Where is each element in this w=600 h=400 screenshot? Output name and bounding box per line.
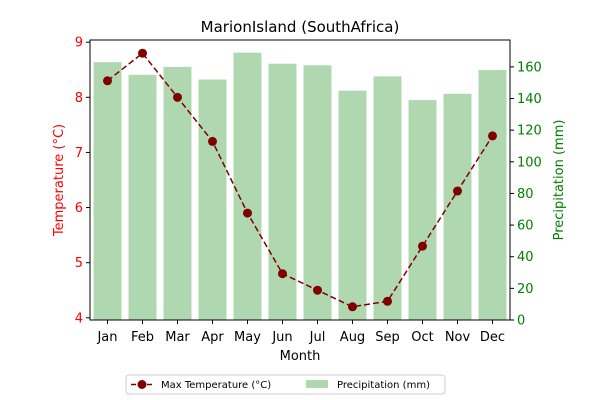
- temperature-point: [313, 285, 322, 295]
- precip-bar: [338, 90, 367, 321]
- x-tick-label: Sep: [375, 330, 400, 345]
- legend-frame: [125, 374, 446, 395]
- bars-layer: [93, 52, 507, 321]
- precip-bar: [128, 74, 157, 320]
- x-tick-label: Feb: [131, 330, 154, 345]
- right-tick-label: 80: [517, 187, 534, 202]
- temperature-point: [278, 269, 287, 279]
- x-axis-label: Month: [280, 349, 321, 364]
- left-axis-label: Temperature (°C): [52, 124, 67, 237]
- legend-label-precipitation: Precipitation (mm): [337, 380, 430, 391]
- line-layer: [103, 48, 497, 312]
- x-tick-label: Nov: [445, 330, 471, 345]
- x-tick-label: Mar: [165, 330, 190, 345]
- temperature-point: [103, 76, 112, 86]
- temperature-point: [243, 208, 252, 218]
- precip-bar: [93, 62, 122, 321]
- legend-bar-sample: [306, 380, 328, 388]
- temperature-point: [488, 131, 497, 141]
- x-tick-label: Jul: [309, 330, 326, 345]
- precip-bar: [198, 79, 227, 320]
- right-tick-label: 140: [517, 92, 542, 107]
- left-tick-label: 7: [75, 146, 83, 161]
- x-tick-label: Apr: [201, 330, 224, 345]
- precip-bar: [408, 100, 437, 320]
- temperature-point: [173, 92, 182, 102]
- x-tick-label: Jan: [96, 330, 117, 345]
- right-tick-label: 120: [517, 124, 542, 139]
- right-tick-label: 20: [517, 282, 534, 297]
- plot-frame: [89, 39, 511, 321]
- temperature-point: [418, 241, 427, 251]
- chart-title: MarionIsland (SouthAfrica): [201, 18, 400, 36]
- x-tick-label: Dec: [480, 330, 505, 345]
- right-axis-label: Precipitation (mm): [552, 120, 567, 241]
- x-tick-label: Jun: [271, 330, 292, 345]
- left-tick-label: 9: [75, 36, 83, 51]
- left-tick-label: 4: [75, 311, 83, 326]
- left-tick-label: 6: [75, 201, 83, 216]
- right-tick-label: 160: [517, 60, 542, 75]
- precip-bar: [268, 63, 297, 320]
- legend-marker-sample: [137, 380, 147, 389]
- precip-bar: [478, 70, 507, 321]
- right-tick-label: 100: [517, 155, 542, 170]
- legend: Max Temperature (°C) Precipitation (mm): [125, 374, 446, 395]
- left-tick-label: 8: [75, 91, 83, 106]
- temperature-point: [208, 136, 217, 146]
- legend-label-temperature: Max Temperature (°C): [161, 380, 271, 391]
- x-tick-label: Aug: [340, 330, 365, 345]
- precip-bar: [373, 76, 402, 320]
- temperature-line: [107, 52, 494, 308]
- right-tick-label: 40: [517, 250, 534, 265]
- temperature-point: [138, 48, 147, 58]
- x-tick-label: May: [234, 330, 261, 345]
- axes-layer: 4 5 6 7 8 9 0 20 40 60 80 100 120 140 160 Jan Feb Mar Apr M…: [75, 36, 542, 345]
- right-tick-label: 60: [517, 219, 534, 234]
- temperature-point: [453, 186, 462, 196]
- precip-bar: [233, 52, 262, 321]
- temperature-point: [348, 302, 357, 312]
- x-tick-label: Oct: [411, 330, 433, 345]
- precip-bar: [163, 66, 192, 320]
- temperature-point: [383, 296, 392, 306]
- right-tick-label: 0: [517, 314, 525, 329]
- precip-bar: [303, 65, 332, 321]
- left-tick-label: 5: [75, 256, 83, 271]
